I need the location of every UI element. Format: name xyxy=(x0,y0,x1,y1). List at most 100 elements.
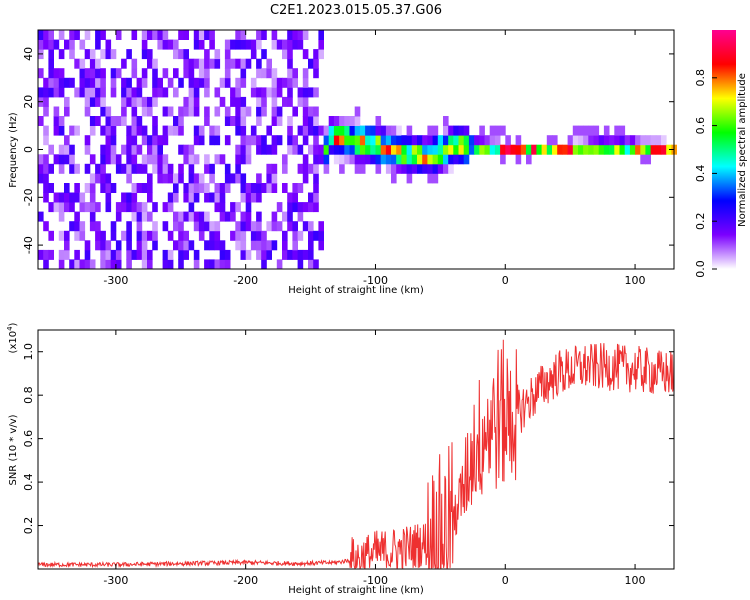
heatmap-cell xyxy=(344,144,350,155)
heatmap-cell xyxy=(292,106,298,117)
heatmap-cell xyxy=(157,163,163,174)
heatmap-cell xyxy=(58,259,65,270)
heatmap-cell xyxy=(645,135,651,146)
heatmap-cell xyxy=(141,125,148,136)
heatmap-cell xyxy=(121,77,127,88)
heatmap-cell xyxy=(256,39,262,50)
heatmap-cell xyxy=(318,49,324,60)
heatmap-cell xyxy=(250,125,257,136)
heatmap-cell xyxy=(240,173,247,184)
heatmap-cell xyxy=(271,68,278,79)
heatmap-cell xyxy=(401,154,407,165)
heatmap-cell xyxy=(188,96,195,107)
x-tick-label: -100 xyxy=(363,574,388,587)
heatmap-cell xyxy=(230,116,236,126)
heatmap-cell xyxy=(152,202,158,213)
heatmap-cell xyxy=(297,183,304,193)
heatmap-cell xyxy=(333,125,340,136)
snr-series-line xyxy=(37,339,675,569)
heatmap-cell xyxy=(58,49,65,60)
heatmap-cell xyxy=(515,154,522,165)
heatmap-cell xyxy=(152,68,158,79)
heatmap-cell xyxy=(43,77,49,88)
heatmap-cell xyxy=(121,87,127,98)
heatmap-cell xyxy=(89,202,96,213)
heatmap-cell xyxy=(411,154,418,165)
heatmap-cell xyxy=(162,135,169,146)
heatmap-cell xyxy=(69,154,75,165)
heatmap-cell xyxy=(167,202,174,213)
heatmap-cell xyxy=(427,173,433,184)
heatmap-cell xyxy=(214,154,221,165)
heatmap-cell xyxy=(245,183,252,193)
heatmap-cell xyxy=(193,192,200,203)
heatmap-cell xyxy=(261,87,267,98)
heatmap-cell xyxy=(256,106,262,117)
heatmap-cell xyxy=(162,68,169,79)
heatmap-cell xyxy=(318,230,324,241)
heatmap-cell xyxy=(38,116,44,126)
heatmap-cell xyxy=(635,144,641,155)
heatmap-cell xyxy=(183,192,189,203)
heatmap-cell xyxy=(167,192,174,203)
heatmap-cell xyxy=(302,202,309,213)
heatmap-cell xyxy=(308,221,314,232)
heatmap-cell xyxy=(43,249,49,260)
heatmap-cell xyxy=(593,125,600,136)
heatmap-cell xyxy=(505,135,511,146)
heatmap-cell xyxy=(437,135,444,146)
heatmap-cell xyxy=(271,221,278,232)
heatmap-cell xyxy=(328,116,335,126)
heatmap-cell xyxy=(432,144,439,155)
heatmap-cell xyxy=(147,211,153,222)
heatmap-cell xyxy=(131,135,138,146)
heatmap-cell xyxy=(43,106,49,117)
heatmap-cell xyxy=(53,106,60,117)
heatmap-cell xyxy=(282,39,288,50)
heatmap-cell xyxy=(157,154,163,165)
heatmap-cell xyxy=(313,163,319,174)
heatmap-cell xyxy=(313,259,319,270)
heatmap-cell xyxy=(453,154,459,165)
heatmap-cell xyxy=(323,125,330,136)
heatmap-cell xyxy=(178,116,184,126)
heatmap-cell xyxy=(655,135,662,146)
heatmap-cell xyxy=(209,58,215,69)
heatmap-cell xyxy=(640,144,646,155)
heatmap-cell xyxy=(58,154,65,165)
heatmap-cell xyxy=(266,173,272,184)
heatmap-cell xyxy=(110,221,117,232)
heatmap-cell xyxy=(219,202,226,213)
heatmap-cell xyxy=(609,135,615,146)
heatmap-cell xyxy=(188,87,195,98)
heatmap-cell xyxy=(240,240,247,251)
heatmap-cell xyxy=(406,173,413,184)
heatmap-cell xyxy=(167,39,174,50)
heatmap-cell xyxy=(240,30,247,40)
heatmap-cell xyxy=(162,125,169,136)
heatmap-cell xyxy=(64,230,70,241)
heatmap-cell xyxy=(147,249,153,260)
heatmap-cell xyxy=(432,125,439,136)
heatmap-cell xyxy=(157,77,163,88)
heatmap-cell xyxy=(266,87,272,98)
heatmap-cell xyxy=(282,230,288,241)
heatmap-cell xyxy=(105,144,112,155)
heatmap-cell xyxy=(235,221,241,232)
heatmap-cell xyxy=(235,116,241,126)
heatmap-cell xyxy=(282,211,288,222)
heatmap-cell xyxy=(53,77,60,88)
heatmap-cell xyxy=(401,163,407,174)
heatmap-cell xyxy=(147,183,153,193)
heatmap-cell xyxy=(458,144,465,155)
heatmap-cell xyxy=(453,144,459,155)
heatmap-cell xyxy=(95,58,101,69)
heatmap-cell xyxy=(302,173,309,184)
heatmap-cell xyxy=(271,39,278,50)
heatmap-cell xyxy=(224,116,231,126)
heatmap-cell xyxy=(588,125,594,136)
heatmap-cell xyxy=(297,39,304,50)
heatmap-cell xyxy=(219,211,226,222)
heatmap-cell xyxy=(89,173,96,184)
heatmap-cell xyxy=(79,39,86,50)
